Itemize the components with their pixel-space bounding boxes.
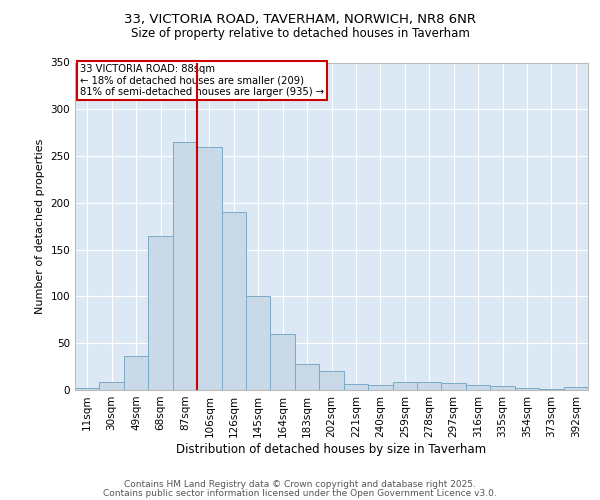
Bar [271, 334, 295, 390]
Bar [539, 389, 563, 390]
X-axis label: Distribution of detached houses by size in Taverham: Distribution of detached houses by size … [176, 442, 487, 456]
Text: 33, VICTORIA ROAD, TAVERHAM, NORWICH, NR8 6NR: 33, VICTORIA ROAD, TAVERHAM, NORWICH, NR… [124, 12, 476, 26]
Bar [75, 388, 100, 390]
Bar [392, 382, 417, 390]
Text: Size of property relative to detached houses in Taverham: Size of property relative to detached ho… [131, 28, 469, 40]
Bar [197, 146, 221, 390]
Bar [344, 384, 368, 390]
Bar [173, 142, 197, 390]
Bar [100, 382, 124, 390]
Bar [490, 386, 515, 390]
Y-axis label: Number of detached properties: Number of detached properties [35, 138, 45, 314]
Bar [246, 296, 271, 390]
Bar [466, 386, 490, 390]
Bar [124, 356, 148, 390]
Bar [515, 388, 539, 390]
Text: Contains HM Land Registry data © Crown copyright and database right 2025.: Contains HM Land Registry data © Crown c… [124, 480, 476, 489]
Bar [368, 386, 392, 390]
Bar [148, 236, 173, 390]
Bar [417, 382, 442, 390]
Bar [563, 387, 588, 390]
Text: Contains public sector information licensed under the Open Government Licence v3: Contains public sector information licen… [103, 489, 497, 498]
Bar [295, 364, 319, 390]
Bar [442, 384, 466, 390]
Bar [319, 372, 344, 390]
Text: 33 VICTORIA ROAD: 88sqm
← 18% of detached houses are smaller (209)
81% of semi-d: 33 VICTORIA ROAD: 88sqm ← 18% of detache… [80, 64, 324, 98]
Bar [221, 212, 246, 390]
